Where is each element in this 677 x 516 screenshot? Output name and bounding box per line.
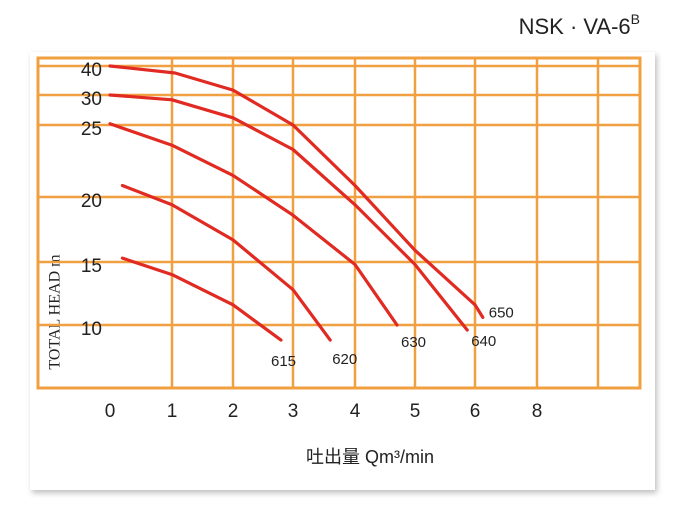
curve-label: 650 xyxy=(489,304,514,321)
x-tick-label: 1 xyxy=(167,401,178,422)
y-tick-label: 25 xyxy=(81,119,102,140)
curve xyxy=(108,64,485,319)
y-tick-label: 40 xyxy=(81,60,102,81)
title-superscript: B xyxy=(631,11,640,27)
curve xyxy=(120,183,332,342)
card xyxy=(30,52,655,490)
y-tick-label: 30 xyxy=(81,89,102,110)
curve xyxy=(120,256,283,342)
x-axis-label: 吐出量 Qm³/min xyxy=(306,447,434,467)
x-tick-label: 2 xyxy=(228,401,239,422)
curve xyxy=(108,122,399,327)
curve-label: 630 xyxy=(401,334,426,351)
x-tick-label: 3 xyxy=(288,401,299,422)
x-tick-label: 0 xyxy=(105,401,116,422)
curve-label: 640 xyxy=(471,333,496,350)
title-main: NSK · VA-6 xyxy=(519,14,631,39)
y-tick-label: 15 xyxy=(81,256,102,277)
y-axis-label: TOTAL HEAD m xyxy=(47,254,64,370)
curve-label: 620 xyxy=(332,351,357,368)
curve-label: 615 xyxy=(271,353,296,370)
plot-frame xyxy=(36,56,642,390)
x-tick-label: 4 xyxy=(350,401,361,422)
y-tick-label: 10 xyxy=(81,319,102,340)
x-tick-label: 8 xyxy=(532,401,543,422)
y-tick-label: 20 xyxy=(81,191,102,212)
x-tick-label: 6 xyxy=(470,401,481,422)
x-tick-label: 5 xyxy=(410,401,421,422)
chart-title: NSK · VA-6B xyxy=(519,11,640,39)
curve xyxy=(108,93,469,332)
